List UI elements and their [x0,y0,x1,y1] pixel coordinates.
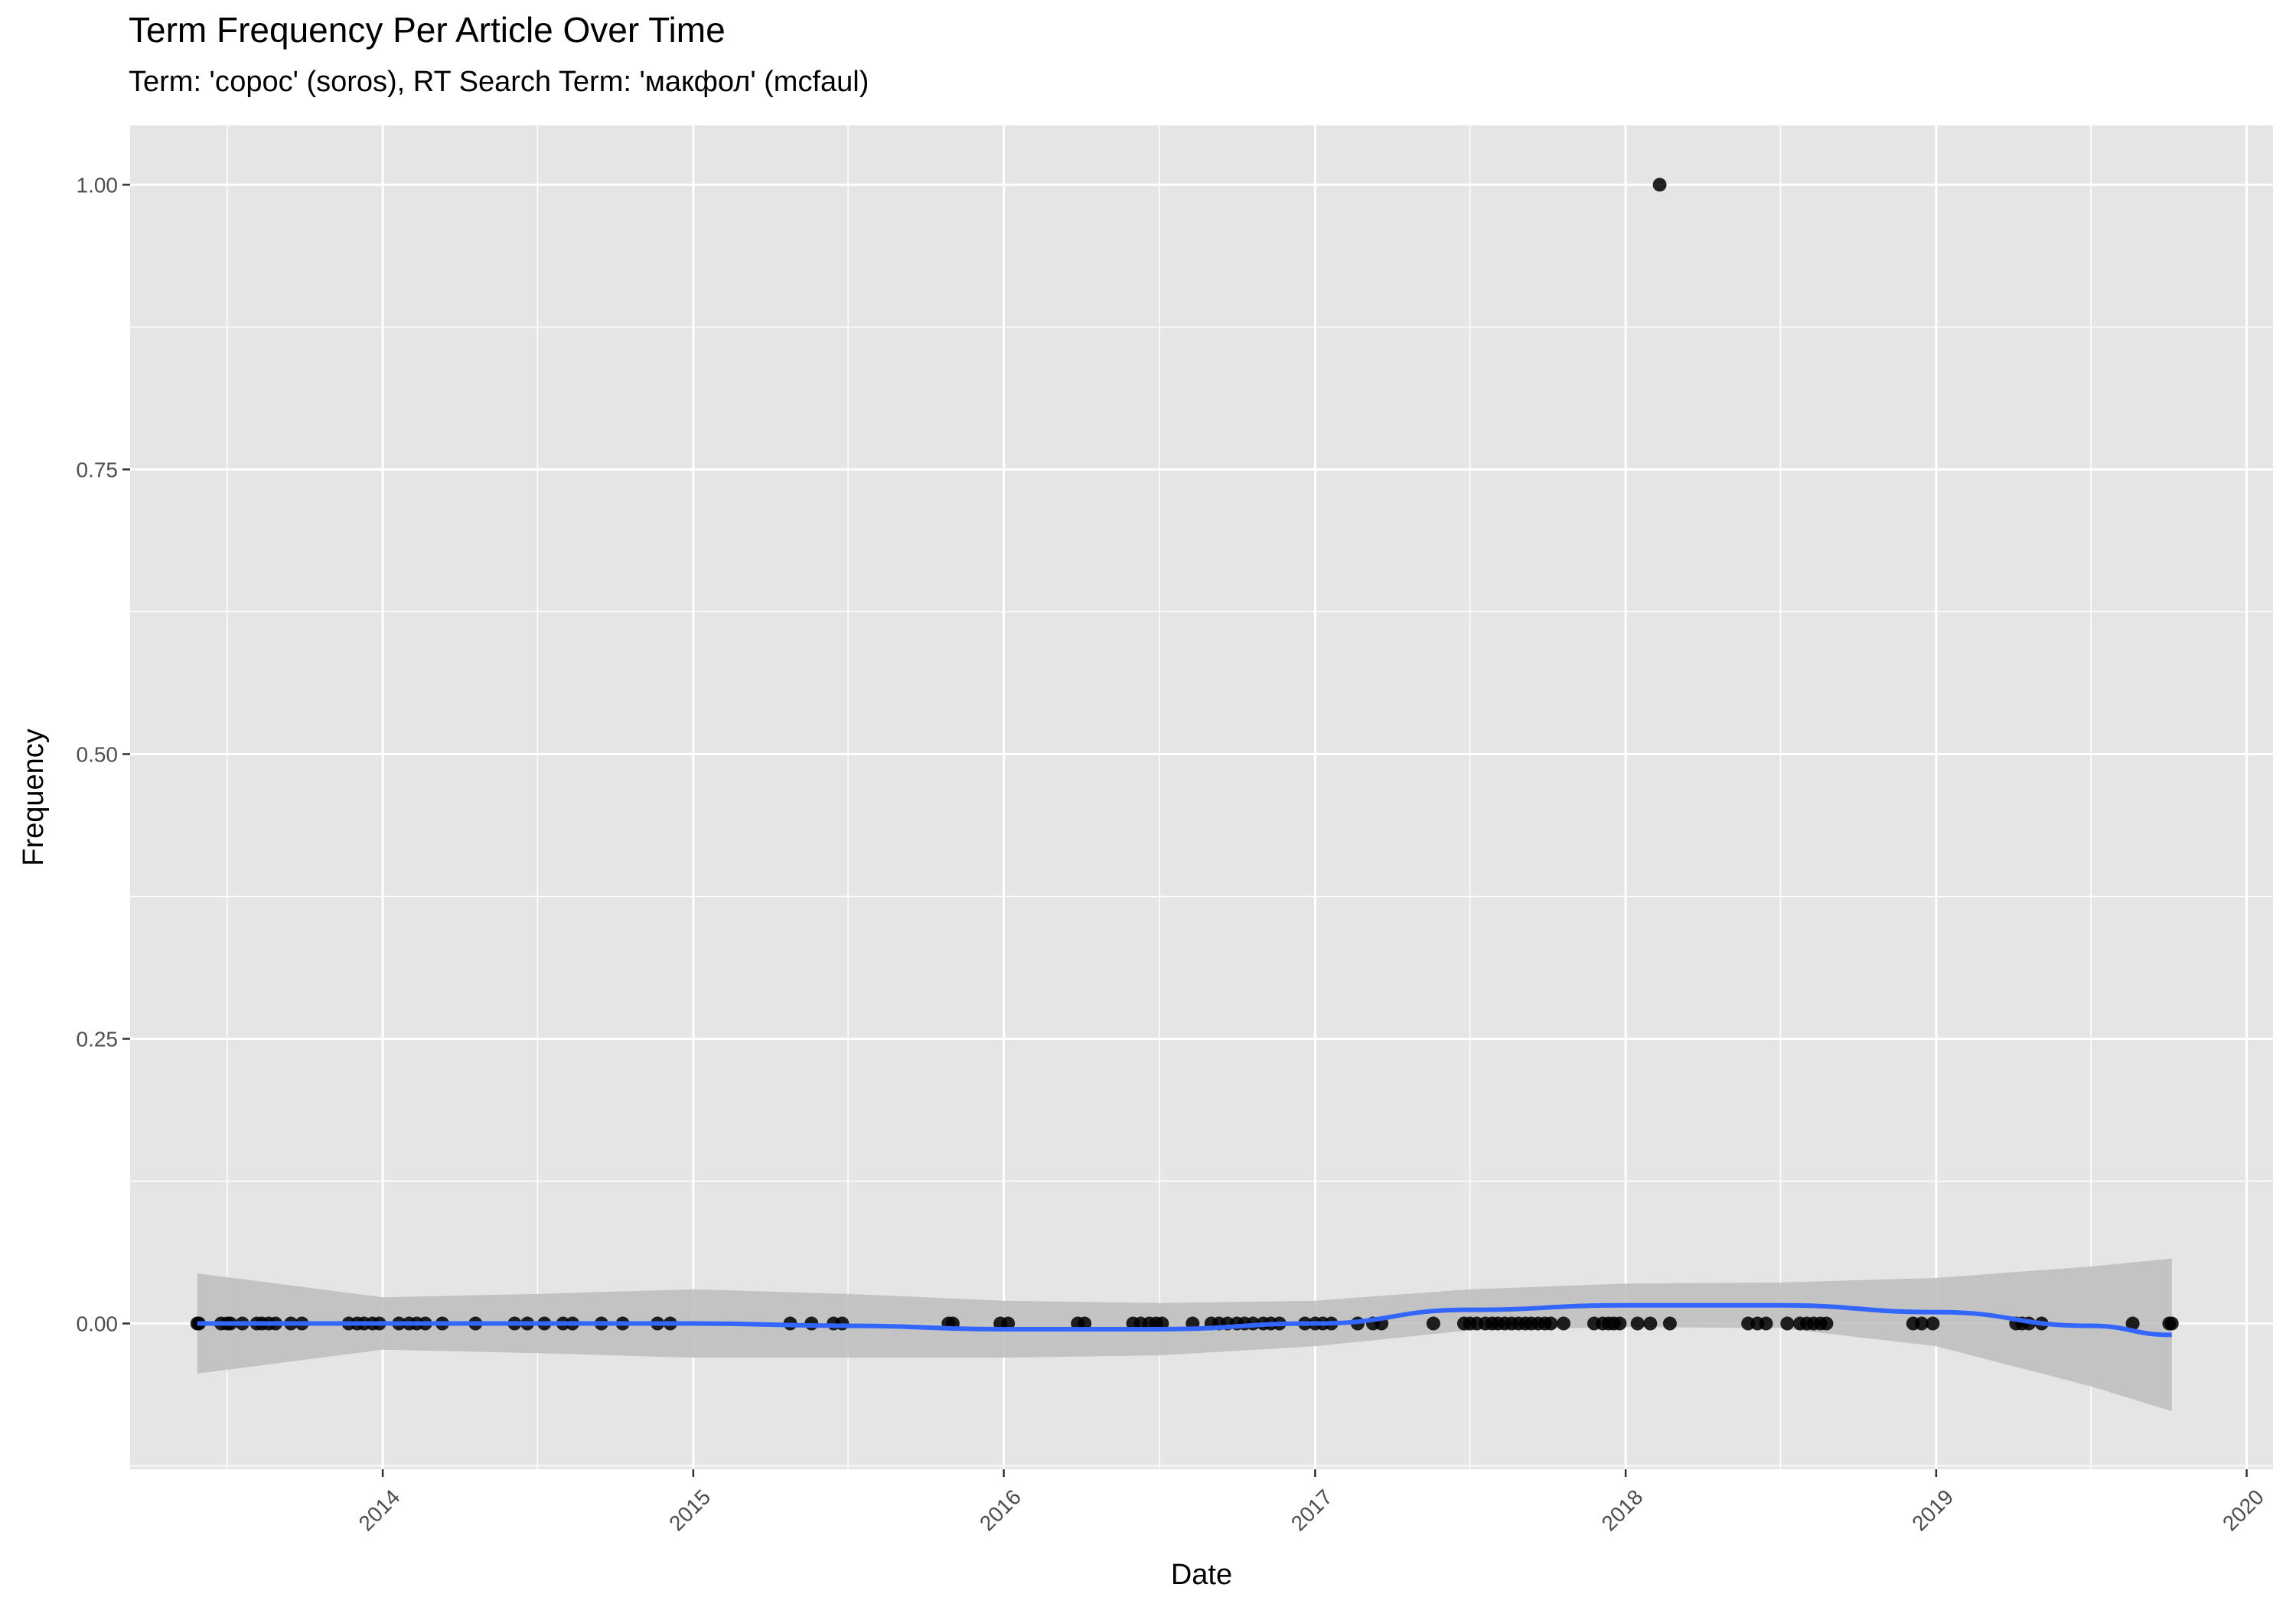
data-point [1662,1316,1677,1331]
confidence-ribbon [197,1258,2172,1412]
x-tick-label: 2020 [2218,1485,2268,1535]
data-point [1759,1316,1773,1331]
y-axis-label: Frequency [18,729,50,866]
data-point [1914,1316,1929,1331]
y-tick-label: 0.00 [77,1312,119,1336]
x-tick-label: 2015 [664,1485,715,1535]
x-tick-label: 2017 [1287,1485,1337,1535]
data-point [1819,1316,1834,1331]
x-tick-label: 2019 [1907,1485,1958,1535]
x-axis: 2014 2015 2016 2017 2018 2019 2020 [354,1469,2268,1535]
x-tick-label: 2016 [975,1485,1026,1535]
data-point [1556,1316,1570,1331]
chart-title: Term Frequency Per Article Over Time [129,10,726,50]
y-axis: 0.00 0.25 0.50 0.75 1.00 [77,173,130,1336]
data-point [1780,1316,1795,1331]
y-tick-label: 0.25 [77,1027,119,1051]
data-point [1643,1316,1658,1331]
data-point [1652,178,1667,192]
data-point [1613,1316,1627,1331]
data-point [1926,1316,1940,1331]
data-point [1544,1316,1558,1331]
x-axis-label: Date [1171,1559,1232,1591]
y-tick-label: 0.50 [77,742,119,766]
smooth-trend-line [197,1302,2172,1338]
x-tick-label: 2014 [354,1485,405,1535]
chart-subtitle: Term: 'сорос' (soros), RT Search Term: '… [129,66,869,98]
y-tick-label: 1.00 [77,173,119,197]
data-point [2125,1316,2140,1331]
plot-panel [130,125,2273,1469]
data-point [1426,1316,1440,1331]
data-point [2164,1316,2179,1331]
y-tick-label: 0.75 [77,458,119,481]
data-point [1630,1316,1645,1331]
minor-gridlines [130,125,2273,1469]
x-tick-label: 2018 [1597,1485,1648,1535]
